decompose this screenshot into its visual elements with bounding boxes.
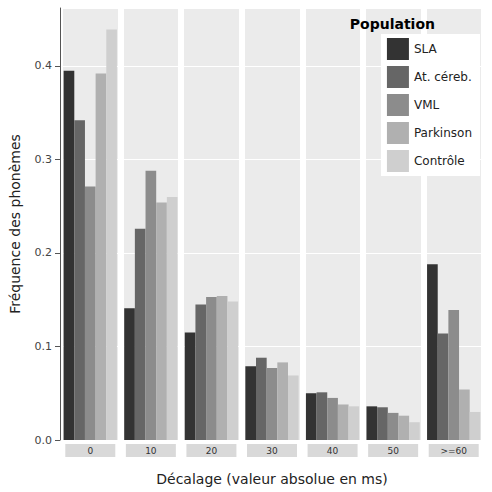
svg-text:0.1: 0.1 xyxy=(35,340,53,353)
svg-text:30: 30 xyxy=(266,446,278,456)
svg-text:40: 40 xyxy=(327,446,339,456)
svg-text:10: 10 xyxy=(145,446,157,456)
svg-text:>=60: >=60 xyxy=(440,446,467,456)
svg-text:SLA: SLA xyxy=(414,42,438,56)
svg-text:0.0: 0.0 xyxy=(35,434,53,447)
svg-text:VML: VML xyxy=(414,98,440,112)
svg-text:Fréquence des phonèmes: Fréquence des phonèmes xyxy=(7,134,23,314)
svg-text:0.2: 0.2 xyxy=(35,246,53,259)
svg-text:50: 50 xyxy=(387,446,399,456)
svg-text:Parkinson: Parkinson xyxy=(414,126,472,140)
svg-text:0.4: 0.4 xyxy=(35,59,53,72)
svg-text:0: 0 xyxy=(87,446,93,456)
svg-text:0.3: 0.3 xyxy=(35,153,53,166)
svg-text:Décalage (valeur absolue en ms: Décalage (valeur absolue en ms) xyxy=(156,471,387,487)
svg-text:At. céreb.: At. céreb. xyxy=(414,70,472,84)
svg-text:Population: Population xyxy=(350,16,435,32)
svg-text:20: 20 xyxy=(206,446,218,456)
svg-text:Contrôle: Contrôle xyxy=(414,154,465,168)
